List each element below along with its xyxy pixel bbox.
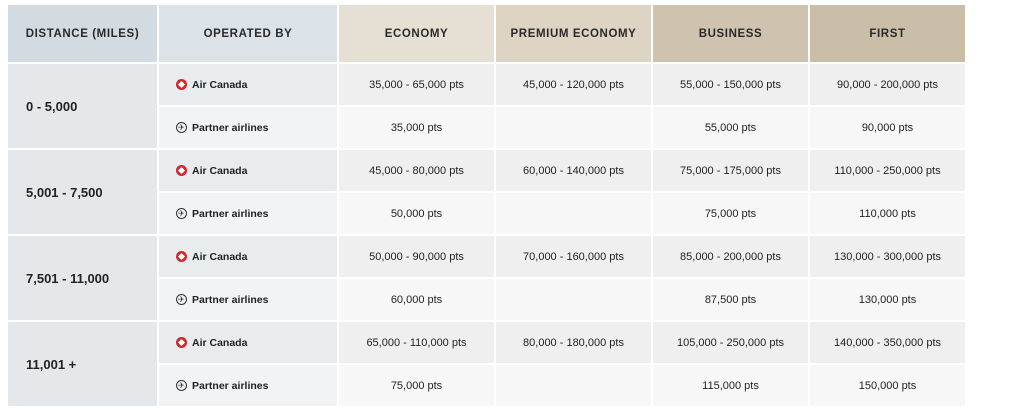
economy-value: 45,000 - 80,000 pts [339,150,494,191]
premium-economy-value [496,279,651,320]
operator-label: Air Canada [192,78,248,91]
operator-label: Air Canada [192,250,248,263]
premium-economy-value: 70,000 - 160,000 pts [496,236,651,277]
table-row: Partner airlines 75,000 pts 115,000 pts … [8,365,965,406]
table-row: Partner airlines 60,000 pts 87,500 pts 1… [8,279,965,320]
premium-economy-value: 60,000 - 140,000 pts [496,150,651,191]
first-value: 110,000 pts [810,193,965,234]
first-value: 110,000 - 250,000 pts [810,150,965,191]
business-value: 55,000 - 150,000 pts [653,64,808,105]
distance-band: 5,001 - 7,500 [8,150,157,234]
economy-value: 35,000 pts [339,107,494,148]
airplane-circle-icon [176,121,187,134]
table-row: 5,001 - 7,500 Air Canada 45,000 - 80,000… [8,150,965,234]
distance-band: 0 - 5,000 [8,64,157,148]
air-canada-maple-leaf-icon [176,251,187,262]
operator-label: Partner airlines [192,207,269,220]
award-chart-container: DISTANCE (MILES) OPERATED BY ECONOMY PRE… [6,3,967,408]
header-operated-by: OPERATED BY [159,5,337,62]
table-row: Partner airlines 35,000 pts 55,000 pts 9… [8,107,965,148]
business-value: 55,000 pts [653,107,808,148]
header-business: BUSINESS [653,5,808,62]
table-row: Partner airlines 50,000 pts 75,000 pts 1… [8,193,965,234]
airplane-circle-icon [176,379,187,392]
header-premium-economy: PREMIUM ECONOMY [496,5,651,62]
operator-label: Partner airlines [192,379,269,392]
first-value: 130,000 - 300,000 pts [810,236,965,277]
business-value: 87,500 pts [653,279,808,320]
operator-label: Air Canada [192,336,248,349]
first-value: 90,000 pts [810,107,965,148]
business-value: 105,000 - 250,000 pts [653,322,808,363]
premium-economy-value: 80,000 - 180,000 pts [496,322,651,363]
operator-cell: Partner airlines [159,365,337,406]
air-canada-maple-leaf-icon [176,165,187,176]
premium-economy-value: 45,000 - 120,000 pts [496,64,651,105]
air-canada-maple-leaf-icon [176,79,187,90]
premium-economy-value [496,193,651,234]
operator-cell: Air Canada [159,150,337,191]
header-distance: DISTANCE (MILES) [8,5,157,62]
operator-label: Air Canada [192,164,248,177]
table-row: 7,501 - 11,000 Air Canada 50,000 - 90,00… [8,236,965,320]
table-row: 0 - 5,000 Air Canada 35,000 - 65,000 pts… [8,64,965,148]
operator-cell: Air Canada [159,236,337,277]
header-row: DISTANCE (MILES) OPERATED BY ECONOMY PRE… [8,5,965,62]
business-value: 85,000 - 200,000 pts [653,236,808,277]
economy-value: 35,000 - 65,000 pts [339,64,494,105]
distance-band: 7,501 - 11,000 [8,236,157,320]
operator-label: Partner airlines [192,293,269,306]
operator-cell: Partner airlines [159,279,337,320]
airplane-circle-icon [176,293,187,306]
table-row: 11,001 + Air Canada 65,000 - 110,000 pts… [8,322,965,406]
business-value: 75,000 pts [653,193,808,234]
operator-cell: Partner airlines [159,193,337,234]
airplane-circle-icon [176,207,187,220]
economy-value: 65,000 - 110,000 pts [339,322,494,363]
business-value: 75,000 - 175,000 pts [653,150,808,191]
air-canada-maple-leaf-icon [176,337,187,348]
first-value: 140,000 - 350,000 pts [810,322,965,363]
premium-economy-value [496,365,651,406]
header-first: FIRST [810,5,965,62]
first-value: 90,000 - 200,000 pts [810,64,965,105]
award-chart-table: DISTANCE (MILES) OPERATED BY ECONOMY PRE… [6,3,967,408]
economy-value: 50,000 pts [339,193,494,234]
economy-value: 50,000 - 90,000 pts [339,236,494,277]
header-economy: ECONOMY [339,5,494,62]
business-value: 115,000 pts [653,365,808,406]
operator-cell: Partner airlines [159,107,337,148]
operator-cell: Air Canada [159,64,337,105]
operator-label: Partner airlines [192,121,269,134]
first-value: 150,000 pts [810,365,965,406]
premium-economy-value [496,107,651,148]
economy-value: 60,000 pts [339,279,494,320]
economy-value: 75,000 pts [339,365,494,406]
distance-band: 11,001 + [8,322,157,406]
first-value: 130,000 pts [810,279,965,320]
operator-cell: Air Canada [159,322,337,363]
